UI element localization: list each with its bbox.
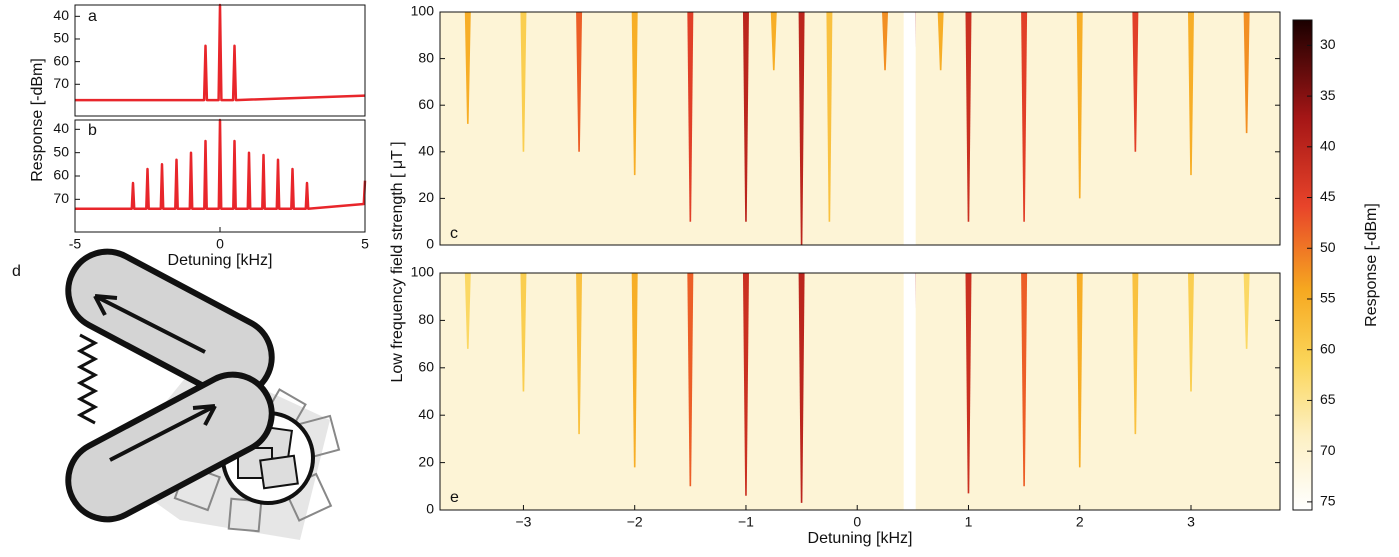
axes-frame [439,11,1281,246]
streak [631,273,638,468]
y-tick-label: 40 [1320,138,1336,154]
diagram: d [12,248,341,540]
y-tick-label: 45 [1320,188,1336,204]
panel: 40 50 60 70 -5 0 5 Detuning [kHz] b [53,118,369,269]
x-tick-label: 2 [1076,514,1084,530]
y-tick-label: 20 [418,189,434,205]
panel-label: e [450,489,459,506]
axes-frame [1292,19,1313,511]
streak [1021,12,1028,222]
heatmap-background [440,12,1280,245]
axes-frame [439,272,1281,511]
streak [1243,12,1250,134]
response-line [75,118,367,210]
y-tick-label: 70 [1320,442,1336,458]
streak [1132,273,1139,435]
y-tick-label: 60 [53,167,69,183]
y-axis-label: Response [-dBm] [29,58,46,182]
y-tick-label: 40 [53,120,69,136]
x-tick-label: -5 [69,236,82,252]
y-tick-label: 35 [1320,87,1336,103]
panel: 40 50 60 70 Response [-dBm] a [29,3,366,182]
y-tick-label: 50 [1320,239,1336,255]
streak [1076,273,1083,468]
streak [1243,273,1250,349]
streak [687,12,694,222]
x-tick-label: −2 [627,514,643,530]
y-tick-label: 80 [418,311,434,327]
streak [576,12,583,152]
y-tick-label: 100 [411,3,435,19]
y-axis-label: Response [-dBm] [1363,203,1380,327]
streak [826,12,833,222]
x-tick-label: 5 [361,236,369,252]
streak [687,273,694,487]
streak [1132,12,1139,152]
panel: 0 20 40 60 80 100 Low frequency field strength… [389,3,1281,383]
y-tick-label: 60 [1320,340,1336,356]
streak [965,273,972,494]
y-tick-label: 60 [418,96,434,112]
x-tick-label: −1 [738,514,754,530]
x-tick-label: 0 [216,236,224,252]
y-tick-label: 100 [411,264,435,280]
x-tick-label: 0 [853,514,861,530]
response-line [75,3,366,102]
streak [464,273,471,349]
panel-label: a [88,8,97,25]
y-tick-label: 60 [53,52,69,68]
y-tick-label: 70 [53,75,69,91]
panel-label: c [450,225,458,242]
panel: 0 20 40 60 80 100 −3 −2 −1 0 1 2 3 Detuning [kHz] e [411,264,1281,547]
y-tick-label: 0 [426,501,434,517]
streak [798,273,805,503]
y-tick-label: 60 [418,359,434,375]
streak [965,12,972,222]
streak [576,273,583,435]
streak [937,12,944,71]
streak [520,273,527,392]
x-tick-label: 3 [1187,514,1195,530]
y-tick-label: 40 [418,143,434,159]
y-tick-label: 50 [53,143,69,159]
heatmap-background [440,273,1280,510]
y-axis-label: Low frequency field strength [ μT ] [389,141,406,382]
streak [631,12,638,176]
y-tick-label: 0 [426,236,434,252]
axes-frame [74,4,366,117]
y-tick-label: 75 [1320,493,1336,509]
x-axis-label: Detuning [kHz] [168,252,273,269]
streak [742,12,749,222]
panel-label: d [12,263,21,280]
y-tick-label: 50 [53,30,69,46]
x-tick-label: −3 [515,514,531,530]
streak [520,12,527,152]
streak [1076,12,1083,199]
streak [742,273,749,496]
streak [464,12,471,124]
panel: 30 35 40 45 50 55 60 65 70 75 Response [-dBm] [1292,19,1380,511]
y-tick-label: 40 [418,406,434,422]
colorbar [1293,20,1312,510]
streak [798,12,805,245]
y-tick-label: 80 [418,49,434,65]
y-tick-label: 30 [1320,36,1336,52]
streak [770,12,777,71]
y-tick-label: 70 [53,190,69,206]
y-tick-label: 65 [1320,391,1336,407]
x-axis-label: Detuning [kHz] [808,530,913,547]
x-tick-label: 1 [965,514,973,530]
streak [1021,273,1028,487]
y-tick-label: 40 [53,7,69,23]
streak [1187,12,1194,176]
gap [903,12,916,245]
streak [1187,273,1194,392]
y-tick-label: 20 [418,453,434,469]
panel-label: b [88,122,97,139]
gap [903,273,916,510]
streak [882,12,889,71]
y-tick-label: 55 [1320,290,1336,306]
